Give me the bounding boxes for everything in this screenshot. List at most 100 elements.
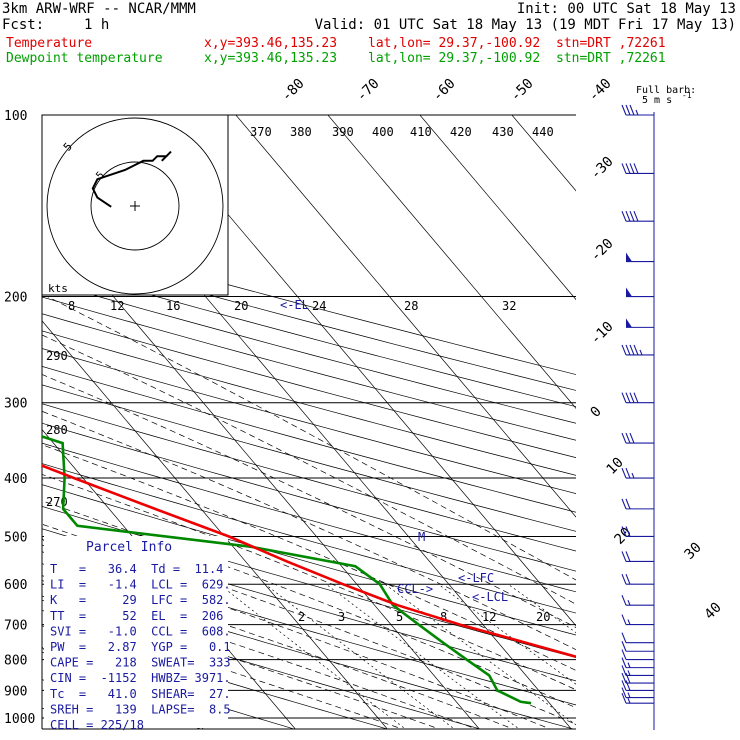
parcel-info-line: Tc = 41.0 SHEAR= 27.	[50, 687, 231, 701]
isotherm-line	[42, 320, 388, 729]
parcel-info-line: SREH = 139 LAPSE= 8.5	[50, 702, 231, 716]
parcel-info-line: CIN = -1152 HWBZ= 3971.	[50, 671, 231, 685]
moist-adiabat-line	[42, 334, 576, 605]
theta-tick-label: 400	[372, 125, 394, 139]
dewpoint-legend: Dewpoint temperature	[6, 51, 163, 66]
wind-barb	[621, 344, 654, 356]
dry-adiabat-line	[42, 625, 389, 729]
parcel-info-line: LI = -1.4 LCL = 629.	[50, 578, 231, 592]
temperature-tick-label: -30	[588, 154, 617, 183]
wind-barb	[621, 210, 654, 222]
parcel-info-box	[44, 536, 228, 728]
dewpoint-latlon: lat,lon= 29.37,-100.92	[368, 51, 541, 66]
parcel-info-line: K = 29 LFC = 582.	[50, 593, 231, 607]
wind-barb	[621, 632, 654, 644]
moist-adiabat-line	[42, 544, 551, 729]
valid-time: Valid: 01 UTC Sat 18 May 13 (19 MDT Fri …	[314, 17, 736, 33]
background-labels: -80 -70 -60 -50 -40 -30 -20 -10 0 10 20 30 40 370 380 3…	[46, 76, 725, 624]
moist-adiabat-line	[42, 523, 576, 725]
temperature-tick-label: 40	[702, 600, 725, 623]
hodograph-speed-label: 12	[110, 299, 124, 313]
parcel-info-lines: T = 36.4 Td = 11.4 LI = -1.4 LCL = 629.K …	[50, 562, 231, 732]
dry-adiabat-line	[42, 248, 576, 391]
wind-barb	[621, 680, 654, 691]
hodograph-speed-label: 24	[312, 299, 326, 313]
temperature-tick-label: -60	[430, 76, 459, 105]
wind-barb	[621, 163, 654, 174]
wind-barb	[621, 392, 654, 404]
barb-legend-title: Full barb:	[636, 85, 696, 96]
pressure-tick-label: 900	[4, 684, 27, 699]
wind-barb	[621, 467, 654, 479]
parcel-info-line: TT = 52 EL = 206	[50, 609, 223, 623]
theta-tick-label: 410	[410, 125, 432, 139]
moist-adiabat-line	[42, 580, 478, 729]
dewpoint-curve	[42, 435, 532, 705]
wind-barb	[621, 641, 654, 652]
pressure-tick-label: 200	[4, 291, 27, 306]
dry-adiabat-line	[42, 264, 576, 408]
hodograph-speed-label: 16	[166, 299, 180, 313]
temperature-legend: Temperature	[6, 36, 93, 51]
theta-tick-label: 380	[290, 125, 312, 139]
wind-barb	[621, 657, 654, 669]
temperature-latlon: lat,lon= 29.37,-100.92	[368, 36, 541, 51]
mixing-ratio-label: 20	[536, 610, 550, 624]
parcel-info-line: SVI = -1.0 CCL = 608.	[50, 624, 231, 638]
hodograph-speed-label: 28	[404, 299, 418, 313]
wind-barb	[621, 692, 654, 704]
mixing-ratio-line	[507, 583, 576, 634]
mixing-ratio-label: 5	[396, 610, 403, 624]
pressure-tick-label: 300	[4, 397, 27, 412]
dry-adiabat-line	[42, 575, 575, 729]
hodograph-trace	[91, 150, 172, 208]
theta-tick-label: 370	[250, 125, 272, 139]
dry-adiabat-line	[42, 442, 576, 593]
temperature-tick-label: -70	[354, 76, 383, 105]
init-time: Init: 00 UTC Sat 18 May 13	[516, 1, 736, 17]
wind-barb	[621, 498, 654, 510]
isotherm-line	[511, 115, 576, 192]
theta-tick-label: 420	[450, 125, 472, 139]
mixing-ratio-label: 3	[338, 610, 345, 624]
wind-barb	[621, 526, 654, 538]
dewpoint-xy: x,y=393.46,135.23	[204, 51, 338, 66]
hodograph-ring	[46, 117, 224, 295]
wind-barb	[626, 318, 654, 328]
hodograph	[46, 117, 224, 295]
mixing-ratio-line	[265, 583, 455, 729]
wind-barb	[621, 614, 654, 626]
isotherm-line	[235, 115, 576, 518]
pressure-tick-label: 800	[4, 654, 27, 669]
temperature-tick-label: -40	[586, 76, 615, 105]
hodograph-speed-label: 8	[68, 299, 75, 313]
forecast-value: 1 h	[84, 17, 110, 33]
barb-legend-exponent: -1	[682, 91, 692, 100]
temperature-curve	[42, 464, 576, 659]
dry-adiabat-line	[42, 348, 576, 494]
pressure-tick-label: 600	[4, 578, 27, 593]
dry-adiabat-line	[42, 296, 576, 441]
lfc-marker: <-LFC	[458, 571, 494, 585]
theta-tick-label: 390	[332, 125, 354, 139]
barb-legend-value: 5 m s	[642, 95, 672, 106]
mixing-ratio-label: 12	[482, 610, 496, 624]
parcel-info-line: PW = 2.87 YGP = 0.1	[50, 640, 231, 654]
hodograph-unit-label: kts	[48, 282, 68, 295]
isotherm-line	[327, 115, 576, 409]
wind-barb	[626, 287, 654, 298]
model-title: 3km ARW-WRF -- NCAR/MMM	[2, 1, 196, 17]
hodograph-speed-label: 20	[234, 299, 248, 313]
wind-barb	[621, 687, 654, 699]
wind-barb	[621, 104, 654, 116]
wind-barb	[621, 574, 654, 585]
isotherm-line	[42, 211, 480, 729]
pressure-tick-label: 100	[4, 109, 27, 124]
temperature-tick-label: -10	[588, 319, 617, 348]
hodograph-speed-label: 32	[502, 299, 516, 313]
temperature-tick-label: -20	[588, 236, 617, 265]
wind-barb	[621, 594, 654, 606]
pressure-tick-label: 500	[4, 530, 27, 545]
ccl-marker: CCL->	[397, 582, 433, 596]
temperature-tick-label: 0	[588, 404, 605, 421]
